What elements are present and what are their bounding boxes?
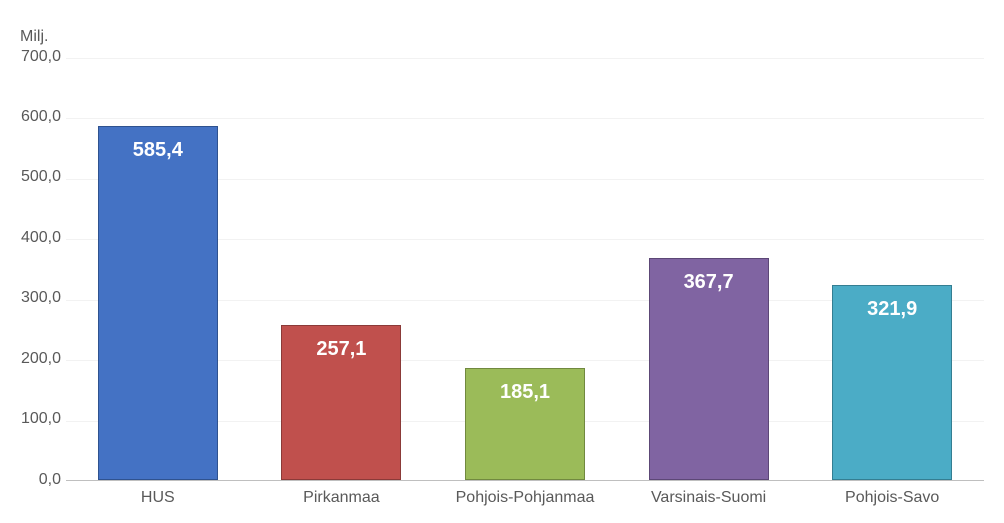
bar: 367,7 bbox=[649, 258, 769, 480]
bar-chart: Milj. 585,4 257,1 185,1 367,7 321,9 0,0 100,0… bbox=[0, 0, 1004, 523]
y-tick-label: 100,0 bbox=[6, 410, 61, 428]
x-tick-label: Pohjois-Savo bbox=[812, 489, 972, 507]
bar-value-label: 585,4 bbox=[99, 139, 217, 162]
y-tick-label: 300,0 bbox=[6, 289, 61, 307]
bar-value-label: 257,1 bbox=[282, 338, 400, 361]
x-tick-label: Pirkanmaa bbox=[261, 489, 421, 507]
x-tick-label: Varsinais-Suomi bbox=[629, 489, 789, 507]
bar-value-label: 321,9 bbox=[833, 298, 951, 321]
x-tick-label: HUS bbox=[78, 489, 238, 507]
grid-line bbox=[66, 118, 984, 119]
y-tick-label: 200,0 bbox=[6, 350, 61, 368]
y-tick-label: 500,0 bbox=[6, 168, 61, 186]
y-tick-label: 400,0 bbox=[6, 229, 61, 247]
bar-value-label: 367,7 bbox=[650, 271, 768, 294]
plot-area: 585,4 257,1 185,1 367,7 321,9 bbox=[66, 58, 984, 481]
bar: 321,9 bbox=[832, 285, 952, 480]
x-tick-label: Pohjois-Pohjanmaa bbox=[445, 489, 605, 507]
bar: 585,4 bbox=[98, 126, 218, 480]
y-tick-label: 700,0 bbox=[6, 48, 61, 66]
y-tick-label: 0,0 bbox=[6, 471, 61, 489]
bar: 257,1 bbox=[281, 325, 401, 480]
grid-line bbox=[66, 58, 984, 59]
y-axis-unit-label: Milj. bbox=[20, 28, 48, 46]
bar-value-label: 185,1 bbox=[466, 381, 584, 404]
y-tick-label: 600,0 bbox=[6, 108, 61, 126]
bar: 185,1 bbox=[465, 368, 585, 480]
